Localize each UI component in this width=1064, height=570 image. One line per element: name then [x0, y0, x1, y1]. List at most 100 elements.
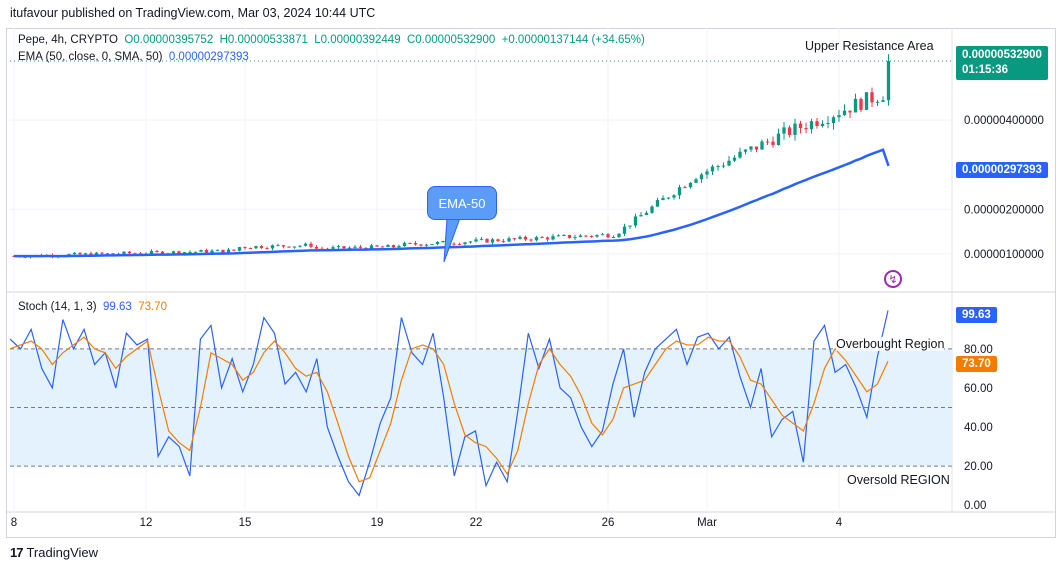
stoch-legend-k: 99.63	[103, 301, 132, 313]
candle-body	[127, 251, 132, 254]
candle-body	[529, 239, 533, 241]
candle-body	[672, 195, 676, 198]
ema-legend: EMA (50, close, 0, SMA, 50) 0.0000029739…	[18, 51, 249, 63]
candle-body	[243, 247, 247, 249]
overbought-annotation: Overbought Region	[836, 337, 945, 351]
footer-brand[interactable]: 17 TradingView	[10, 545, 98, 560]
candle-body	[881, 100, 885, 102]
candle-body	[419, 244, 423, 246]
candle-body	[611, 237, 616, 239]
legend-symbol[interactable]: Pepe, 4h, CRYPTO	[18, 34, 118, 46]
clock-icon[interactable]: ↯	[884, 270, 902, 288]
time-tick-label: 15	[239, 517, 252, 529]
time-tick-label: 12	[140, 517, 153, 529]
candle-body	[413, 242, 418, 245]
stoch-legend-label[interactable]: Stoch (14, 1, 3)	[18, 301, 97, 313]
price-legend: Pepe, 4h, CRYPTO O0.00000395752 H0.00000…	[18, 34, 645, 46]
legend-open: O0.00000395752	[124, 34, 214, 46]
stoch-legend: Stoch (14, 1, 3) 99.63 73.70	[18, 301, 167, 313]
stoch-k-tag: 99.63	[956, 307, 997, 323]
candle-body	[215, 249, 220, 251]
candle-body	[721, 165, 726, 167]
candle-body	[826, 122, 830, 124]
stoch-tick-label: 80.00	[964, 344, 993, 356]
candle-body	[391, 245, 396, 248]
resistance-annotation: Upper Resistance Area	[805, 39, 934, 53]
last-price-tag: 0.00000532900 01:15:36	[956, 46, 1048, 80]
candle-body	[204, 250, 209, 253]
stoch-tick-label: 20.00	[964, 461, 993, 473]
candle-body	[809, 121, 814, 130]
oversold-annotation: Oversold REGION	[847, 473, 950, 487]
candle-body	[567, 234, 572, 238]
candle-body	[859, 98, 863, 110]
candle-body	[490, 239, 495, 243]
candle-body	[111, 253, 115, 255]
candle-body	[100, 252, 104, 254]
candle-body	[886, 60, 891, 101]
candle-body	[199, 250, 203, 252]
candle-body	[666, 197, 671, 199]
candle-body	[776, 133, 781, 146]
ema-legend-label[interactable]: EMA (50, close, 0, SMA, 50)	[18, 51, 163, 63]
candle-body	[292, 246, 297, 248]
candle-body	[105, 253, 110, 255]
candle-body	[430, 244, 434, 246]
candle-body	[512, 238, 517, 240]
stoch-d-tag: 73.70	[956, 356, 997, 372]
candle-body	[237, 247, 242, 251]
time-tick-label: Mar	[697, 517, 717, 529]
candle-body	[463, 242, 467, 245]
legend-change: +0.00000137144 (+34.65%)	[501, 34, 645, 46]
candle-body	[248, 247, 253, 249]
candle-body	[600, 234, 605, 236]
candle-body	[749, 146, 753, 150]
candle-body	[303, 243, 308, 246]
stoch-tick-label: 40.00	[964, 422, 993, 434]
candle-body	[232, 249, 236, 251]
candle-body	[122, 251, 126, 254]
candle-body	[639, 215, 643, 217]
candle-body	[633, 216, 638, 226]
candle-body	[578, 235, 583, 238]
candle-body	[336, 246, 341, 248]
candle-body	[798, 123, 803, 129]
candle-body	[155, 250, 159, 252]
ema-line	[13, 148, 890, 258]
candle-body	[468, 241, 473, 243]
candle-body	[754, 146, 759, 150]
candle-body	[177, 251, 181, 254]
last-price-value: 0.00000532900	[962, 49, 1042, 61]
candle-body	[160, 251, 165, 255]
candle-body	[221, 249, 225, 253]
candle-body	[683, 187, 687, 189]
candle-body	[331, 247, 335, 249]
candle-body	[386, 245, 390, 247]
candle-body	[804, 128, 808, 130]
candle-body	[842, 110, 847, 116]
candle-body	[820, 123, 825, 127]
candle-body	[655, 200, 660, 207]
candle-body	[226, 249, 231, 253]
candle-body	[193, 251, 198, 253]
candle-body	[309, 243, 313, 247]
candle-body	[375, 245, 379, 247]
candle-body	[771, 141, 775, 146]
candle-body	[270, 245, 275, 249]
candle-body	[254, 246, 258, 249]
candle-body	[171, 251, 176, 254]
chart-frame	[6, 28, 1056, 538]
candle-body	[628, 225, 632, 227]
candle-body	[353, 246, 357, 248]
candle-body	[259, 246, 264, 249]
candle-body	[380, 246, 385, 248]
candle-body	[496, 239, 500, 242]
candle-body	[864, 92, 869, 110]
candle-body	[545, 237, 550, 240]
candle-body	[677, 187, 682, 196]
candle-body	[589, 236, 594, 238]
candle-body	[501, 241, 506, 243]
tradingview-logo-icon: 17	[10, 545, 24, 560]
stoch-tick-label: 0.00	[964, 500, 986, 512]
